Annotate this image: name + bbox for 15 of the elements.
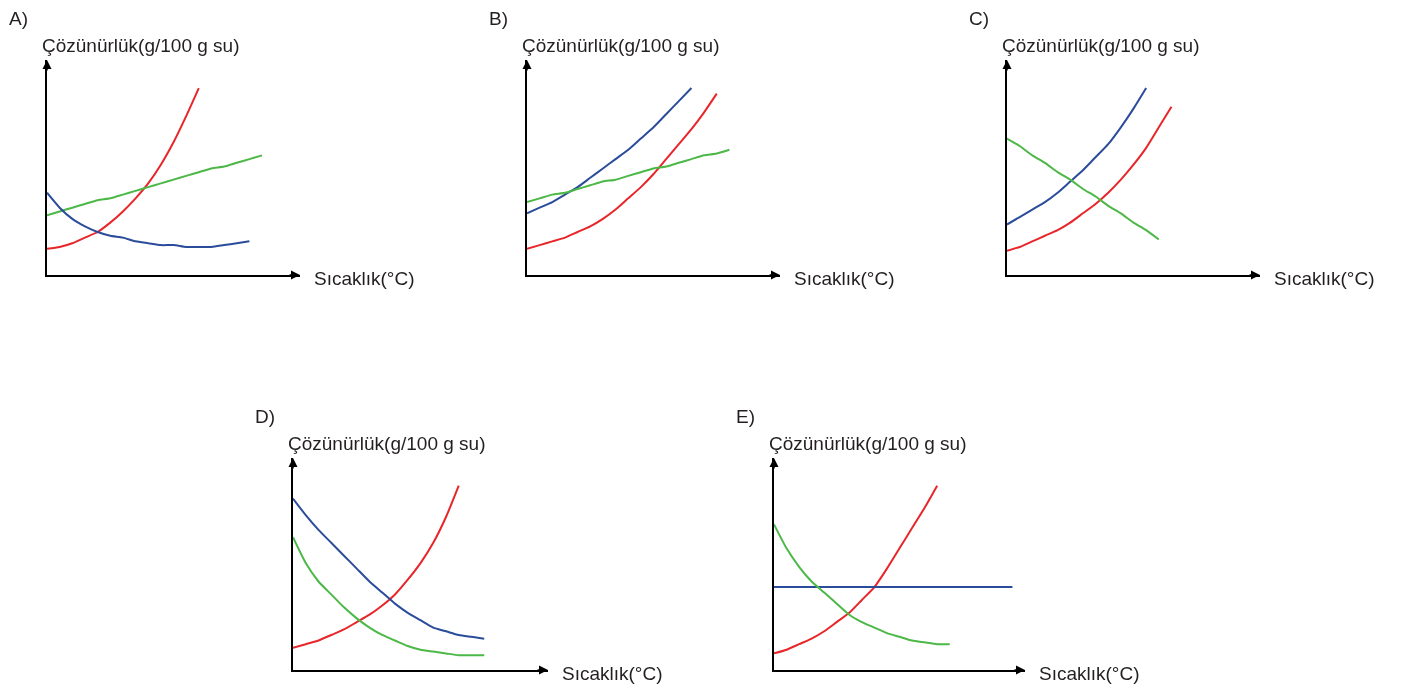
chart-title: A) [9,8,28,29]
y-axis-title: Çözünürlük(g/100 g su) [522,35,720,56]
x-axis-title: Sıcaklık(°C) [1039,663,1140,684]
y-axis-title: Çözünürlük(g/100 g su) [1002,35,1200,56]
y-axis-title: Çözünürlük(g/100 g su) [42,35,240,56]
y-axis-title: Çözünürlük(g/100 g su) [769,433,967,454]
x-axis-title: Sıcaklık(°C) [562,663,663,684]
x-axis-title: Sıcaklık(°C) [314,268,415,289]
y-axis-title: Çözünürlük(g/100 g su) [288,433,486,454]
chart-title: B) [489,8,508,29]
chart-title: C) [969,8,990,29]
x-axis-title: Sıcaklık(°C) [794,268,895,289]
x-axis-title: Sıcaklık(°C) [1274,268,1375,289]
chart-title: D) [255,406,276,427]
chart-title: E) [736,406,755,427]
